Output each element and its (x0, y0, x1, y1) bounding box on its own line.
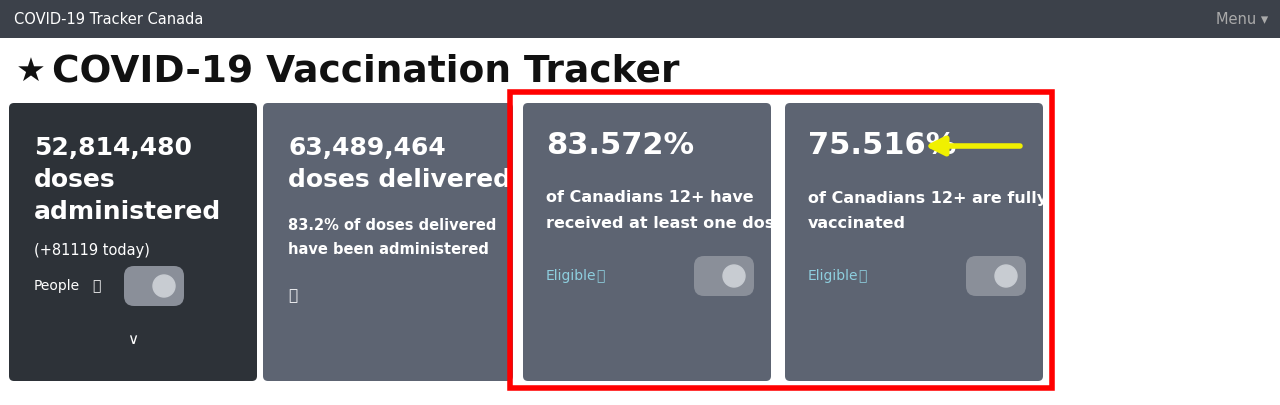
Text: COVID-19 Vaccination Tracker: COVID-19 Vaccination Tracker (52, 54, 680, 90)
Text: (+81119 today): (+81119 today) (35, 243, 150, 258)
Text: COVID-19 Tracker Canada: COVID-19 Tracker Canada (14, 11, 204, 26)
Circle shape (995, 265, 1018, 287)
Text: 83.2% of doses delivered: 83.2% of doses delivered (288, 219, 497, 234)
Text: 75.516%: 75.516% (808, 132, 956, 160)
Text: of Canadians 12+ are fully: of Canadians 12+ are fully (808, 190, 1047, 205)
Text: 52,814,480: 52,814,480 (35, 136, 192, 160)
Text: People: People (35, 279, 81, 293)
FancyBboxPatch shape (966, 256, 1027, 296)
Text: doses: doses (35, 168, 115, 192)
FancyBboxPatch shape (0, 0, 1280, 38)
FancyBboxPatch shape (694, 256, 754, 296)
Text: ⓘ: ⓘ (92, 279, 100, 293)
Text: ⓘ: ⓘ (858, 269, 867, 283)
Text: have been administered: have been administered (288, 243, 489, 258)
Circle shape (154, 275, 175, 297)
Text: Eligible: Eligible (808, 269, 859, 283)
FancyBboxPatch shape (124, 266, 184, 306)
Text: ★: ★ (15, 55, 46, 89)
Text: ⓘ: ⓘ (596, 269, 604, 283)
Text: ∨: ∨ (128, 333, 138, 347)
Text: 63,489,464: 63,489,464 (288, 136, 445, 160)
FancyBboxPatch shape (785, 103, 1043, 381)
Text: received at least one dose: received at least one dose (547, 217, 785, 232)
Text: administered: administered (35, 200, 221, 224)
Text: vaccinated: vaccinated (808, 217, 906, 232)
Text: Eligible: Eligible (547, 269, 596, 283)
FancyBboxPatch shape (524, 103, 771, 381)
Text: ⓘ: ⓘ (288, 288, 297, 303)
Text: Menu ▾: Menu ▾ (1216, 11, 1268, 26)
Text: 83.572%: 83.572% (547, 132, 694, 160)
Circle shape (723, 265, 745, 287)
Text: of Canadians 12+ have: of Canadians 12+ have (547, 190, 754, 205)
Text: doses delivered: doses delivered (288, 168, 511, 192)
FancyBboxPatch shape (9, 103, 257, 381)
FancyBboxPatch shape (262, 103, 513, 381)
